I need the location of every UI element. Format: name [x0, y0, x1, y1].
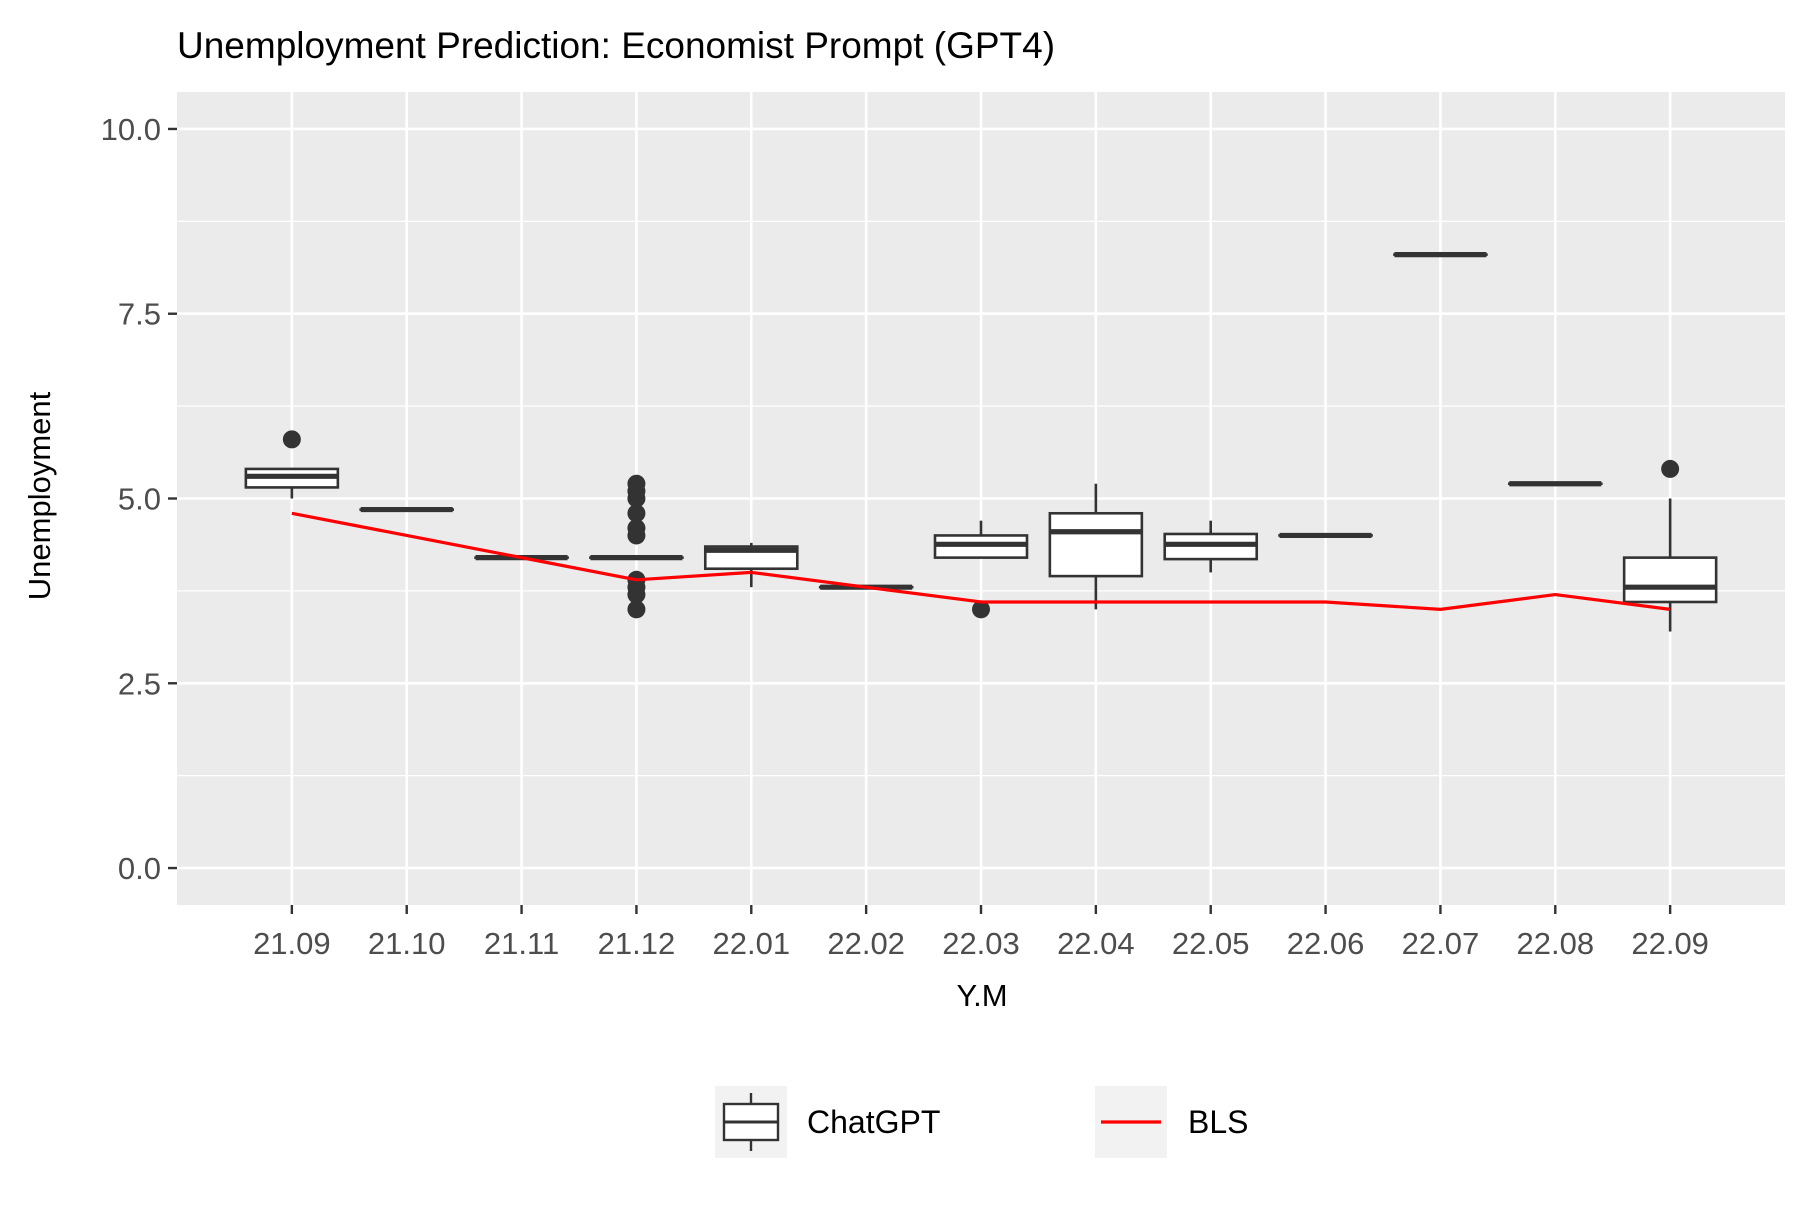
x-axis: 21.09 21.10 21.11 21.12 22.01 22.02 22.03 22.04… — [253, 905, 1709, 961]
x-tick-label: 21.12 — [598, 926, 676, 961]
legend-item-chatgpt: ChatGPT — [715, 1086, 940, 1158]
y-tick-label: 2.5 — [118, 666, 161, 701]
x-tick-label: 22.02 — [827, 926, 905, 961]
x-tick-label: 22.03 — [942, 926, 1020, 961]
x-tick-label: 21.11 — [484, 926, 559, 961]
y-tick-label: 7.5 — [118, 297, 161, 332]
box-outlier — [1661, 460, 1679, 478]
box-outlier — [627, 526, 645, 544]
box-outlier — [283, 430, 301, 448]
box-iqr — [1050, 513, 1142, 576]
x-tick-label: 22.01 — [712, 926, 790, 961]
legend-item-bls: BLS — [1095, 1086, 1248, 1158]
legend-label-chatgpt: ChatGPT — [807, 1104, 940, 1140]
x-tick-label: 22.08 — [1516, 926, 1594, 961]
x-tick-label: 22.06 — [1287, 926, 1365, 961]
box-iqr — [1624, 558, 1716, 602]
x-tick-label: 22.05 — [1172, 926, 1250, 961]
y-tick-label: 10.0 — [101, 112, 161, 147]
x-axis-title: Y.M — [956, 978, 1007, 1013]
y-axis: 0.0 2.5 5.0 7.5 10.0 — [101, 112, 177, 886]
chart-title: Unemployment Prediction: Economist Promp… — [177, 25, 1055, 66]
x-tick-label: 22.07 — [1402, 926, 1480, 961]
x-tick-label: 21.09 — [253, 926, 331, 961]
legend: ChatGPT BLS — [715, 1086, 1248, 1158]
box-outlier — [627, 600, 645, 618]
y-tick-label: 0.0 — [118, 851, 161, 886]
x-tick-label: 22.09 — [1631, 926, 1709, 961]
y-tick-label: 5.0 — [118, 482, 161, 517]
y-axis-title: Unemployment — [22, 391, 57, 600]
x-tick-label: 22.04 — [1057, 926, 1135, 961]
x-tick-label: 21.10 — [368, 926, 446, 961]
legend-label-bls: BLS — [1188, 1104, 1248, 1140]
